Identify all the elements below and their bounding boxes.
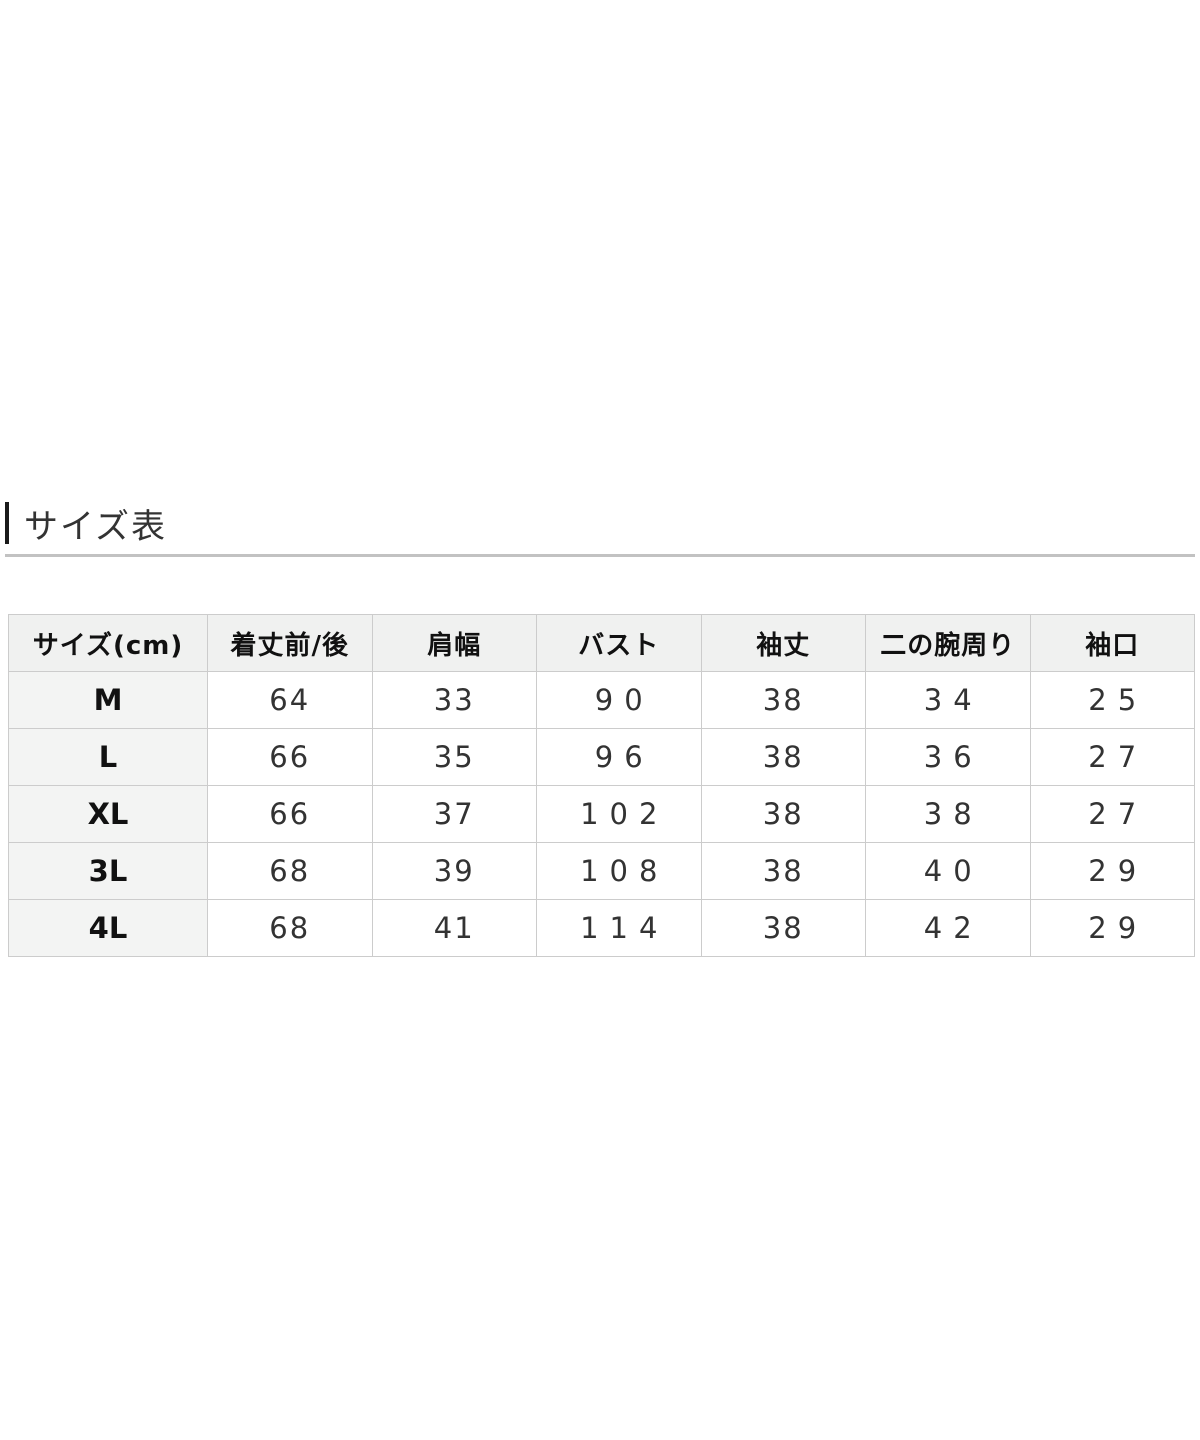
size-label: M [8,671,208,729]
size-table-head: サイズ(cm) 着丈前/後 肩幅 バスト 袖丈 二の腕周り 袖口 [8,614,1195,672]
size-value: 40 [865,842,1031,900]
col-header-sleeve: 袖丈 [700,614,866,672]
size-value: 27 [1029,728,1195,786]
size-value: 35 [371,728,537,786]
heading-divider [5,554,1195,557]
size-value: 38 [700,899,866,957]
size-value: 68 [207,899,373,957]
size-value: 68 [207,842,373,900]
size-value: 39 [371,842,537,900]
size-value: 25 [1029,671,1195,729]
size-label: L [8,728,208,786]
size-value: 66 [207,785,373,843]
size-value: 34 [865,671,1031,729]
size-table-header-row: サイズ(cm) 着丈前/後 肩幅 バスト 袖丈 二の腕周り 袖口 [8,614,1195,672]
size-value: 38 [700,671,866,729]
size-chart-heading: サイズ表 [5,500,167,547]
size-value: 38 [700,785,866,843]
size-value: 36 [865,728,1031,786]
size-value: 96 [536,728,702,786]
heading-accent-bar [5,502,9,544]
size-value: 37 [371,785,537,843]
size-chart-title: サイズ表 [24,506,167,547]
col-header-size: サイズ(cm) [8,614,208,672]
size-value: 114 [536,899,702,957]
size-value: 66 [207,728,373,786]
size-row-M: M 64 33 90 38 34 25 [8,671,1195,729]
size-row-4L: 4L 68 41 114 38 42 29 [8,899,1195,957]
size-value: 64 [207,671,373,729]
size-row-L: L 66 35 96 38 36 27 [8,728,1195,786]
col-header-upper-arm: 二の腕周り [865,614,1031,672]
size-chart-table: サイズ(cm) 着丈前/後 肩幅 バスト 袖丈 二の腕周り 袖口 M 64 33 90… [8,614,1195,957]
size-value: 29 [1029,899,1195,957]
col-header-shoulder: 肩幅 [371,614,537,672]
size-value: 41 [371,899,537,957]
col-header-bust: バスト [536,614,702,672]
size-table-body: M 64 33 90 38 34 25 L 66 35 96 38 36 27 XL 66 37 102 38 38 2… [8,671,1195,957]
size-value: 42 [865,899,1031,957]
size-value: 38 [865,785,1031,843]
size-value: 29 [1029,842,1195,900]
size-value: 102 [536,785,702,843]
size-row-XL: XL 66 37 102 38 38 27 [8,785,1195,843]
size-label: XL [8,785,208,843]
col-header-cuff: 袖口 [1029,614,1195,672]
size-value: 38 [700,728,866,786]
size-value: 33 [371,671,537,729]
size-value: 27 [1029,785,1195,843]
size-value: 38 [700,842,866,900]
size-row-3L: 3L 68 39 108 38 40 29 [8,842,1195,900]
col-header-body-length: 着丈前/後 [207,614,373,672]
size-label: 3L [8,842,208,900]
size-label: 4L [8,899,208,957]
size-value: 90 [536,671,702,729]
size-value: 108 [536,842,702,900]
